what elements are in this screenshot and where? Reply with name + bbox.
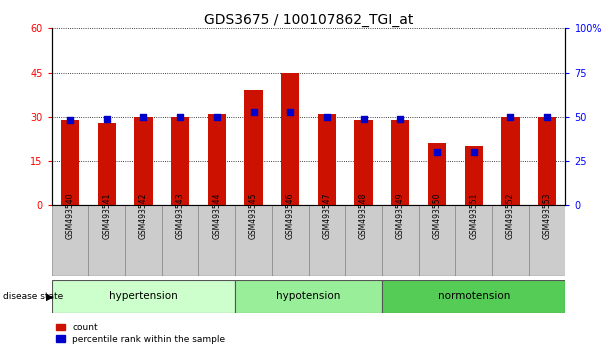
Bar: [244, 90, 263, 205]
Bar: [538, 117, 556, 205]
Text: GSM493552: GSM493552: [506, 193, 515, 239]
Text: GSM493550: GSM493550: [432, 193, 441, 239]
Bar: [162, 205, 198, 276]
Text: GSM493548: GSM493548: [359, 193, 368, 239]
Bar: [52, 280, 235, 313]
Bar: [134, 117, 153, 205]
Bar: [198, 205, 235, 276]
Point: [469, 149, 478, 155]
Text: GSM493542: GSM493542: [139, 193, 148, 239]
Point: [285, 109, 295, 114]
Bar: [492, 205, 529, 276]
Bar: [501, 117, 520, 205]
Bar: [97, 123, 116, 205]
Point: [542, 114, 552, 120]
Bar: [428, 143, 446, 205]
Bar: [125, 205, 162, 276]
Text: hypertension: hypertension: [109, 291, 178, 302]
Bar: [272, 205, 308, 276]
Bar: [171, 117, 189, 205]
Bar: [455, 205, 492, 276]
Text: GSM493541: GSM493541: [102, 193, 111, 239]
Point: [139, 114, 148, 120]
Text: ▶: ▶: [46, 291, 53, 302]
Bar: [281, 73, 299, 205]
Bar: [52, 205, 88, 276]
Bar: [465, 146, 483, 205]
Bar: [235, 280, 382, 313]
Text: GSM493544: GSM493544: [212, 193, 221, 239]
Text: GSM493540: GSM493540: [66, 193, 75, 239]
Title: GDS3675 / 100107862_TGI_at: GDS3675 / 100107862_TGI_at: [204, 13, 413, 27]
Text: GSM493546: GSM493546: [286, 193, 295, 239]
Legend: count, percentile rank within the sample: count, percentile rank within the sample: [56, 323, 226, 344]
Bar: [419, 205, 455, 276]
Point: [322, 114, 332, 120]
Point: [359, 116, 368, 121]
Bar: [88, 205, 125, 276]
Text: normotension: normotension: [438, 291, 510, 302]
Bar: [382, 205, 419, 276]
Bar: [235, 205, 272, 276]
Point: [212, 114, 222, 120]
Text: GSM493543: GSM493543: [176, 193, 185, 239]
Point: [249, 109, 258, 114]
Bar: [308, 205, 345, 276]
Point: [395, 116, 405, 121]
Bar: [529, 205, 565, 276]
Text: hypotension: hypotension: [277, 291, 340, 302]
Point: [102, 116, 112, 121]
Bar: [318, 114, 336, 205]
Text: GSM493547: GSM493547: [322, 193, 331, 239]
Text: GSM493545: GSM493545: [249, 193, 258, 239]
Bar: [208, 114, 226, 205]
Bar: [354, 120, 373, 205]
Point: [505, 114, 515, 120]
Text: GSM493549: GSM493549: [396, 193, 405, 239]
Point: [65, 118, 75, 123]
Bar: [391, 120, 409, 205]
Point: [432, 149, 442, 155]
Bar: [345, 205, 382, 276]
Bar: [61, 120, 79, 205]
Text: GSM493551: GSM493551: [469, 193, 478, 239]
Bar: [382, 280, 565, 313]
Text: disease state: disease state: [3, 292, 63, 301]
Point: [175, 114, 185, 120]
Text: GSM493553: GSM493553: [542, 193, 551, 239]
